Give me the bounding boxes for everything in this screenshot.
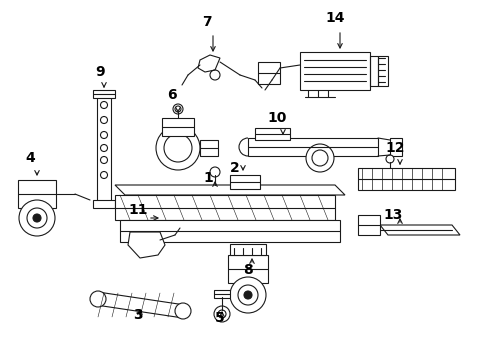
Polygon shape (358, 168, 455, 190)
Bar (200, 140, 218, 156)
Text: 6: 6 (167, 88, 177, 102)
Text: 9: 9 (95, 65, 105, 79)
Bar (230, 175, 260, 189)
Circle shape (156, 126, 200, 170)
Circle shape (230, 277, 266, 313)
Circle shape (244, 291, 252, 299)
Bar (93, 90, 115, 98)
Bar (97, 93, 111, 203)
Polygon shape (120, 220, 340, 242)
Bar (390, 138, 402, 156)
Text: 13: 13 (383, 208, 403, 222)
Polygon shape (128, 232, 165, 258)
Polygon shape (96, 292, 185, 318)
Circle shape (33, 214, 41, 222)
Polygon shape (115, 195, 335, 220)
Bar (248, 138, 378, 156)
Text: 4: 4 (25, 151, 35, 165)
Bar (378, 56, 388, 86)
Bar (162, 118, 194, 136)
Polygon shape (380, 225, 460, 235)
Text: 14: 14 (325, 11, 345, 25)
Polygon shape (115, 185, 345, 195)
Bar (214, 290, 230, 298)
Text: 8: 8 (243, 263, 253, 277)
Bar (300, 52, 370, 90)
Circle shape (175, 303, 191, 319)
Circle shape (210, 167, 220, 177)
Text: 12: 12 (385, 141, 405, 155)
Bar (18, 180, 56, 208)
Bar (258, 62, 280, 84)
Bar (228, 255, 268, 283)
Bar (230, 244, 266, 255)
Text: 11: 11 (128, 203, 148, 217)
Text: 3: 3 (133, 308, 143, 322)
Text: 5: 5 (215, 311, 225, 325)
Text: 10: 10 (268, 111, 287, 125)
Circle shape (306, 144, 334, 172)
Text: 2: 2 (230, 161, 240, 175)
Text: 1: 1 (203, 171, 213, 185)
Circle shape (214, 306, 230, 322)
Bar (358, 215, 380, 235)
Bar (255, 128, 290, 140)
Bar (93, 200, 115, 208)
Circle shape (19, 200, 55, 236)
Circle shape (173, 104, 183, 114)
Circle shape (386, 155, 394, 163)
Circle shape (90, 291, 106, 307)
Bar (370, 56, 378, 86)
Text: 7: 7 (202, 15, 212, 29)
